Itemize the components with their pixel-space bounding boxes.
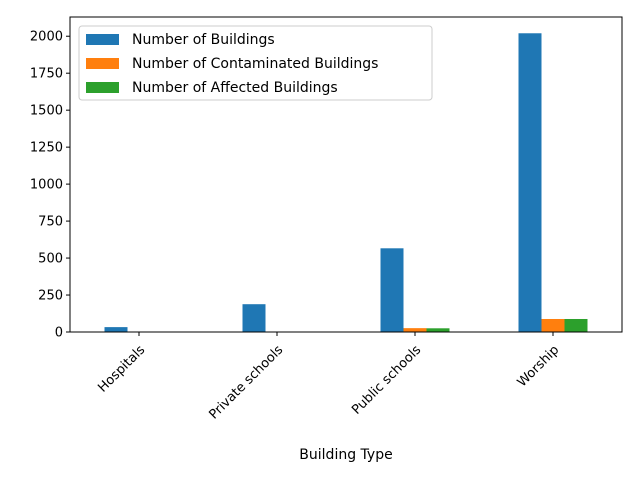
x-tick-label: Private schools <box>206 342 286 422</box>
legend-swatch <box>86 82 119 93</box>
legend-label: Number of Contaminated Buildings <box>132 56 378 72</box>
legend-label: Number of Affected Buildings <box>132 80 338 96</box>
x-axis: Hospitals Private schools Public schools Wo… <box>95 332 562 422</box>
legend: Number of Buildings Number of Contaminate… <box>78 25 433 101</box>
legend-label: Number of Buildings <box>132 32 275 48</box>
x-axis-title: Building Type <box>299 447 392 463</box>
legend-swatch <box>86 58 119 69</box>
bar-1-series-0 <box>242 304 266 332</box>
y-tick-label: 0 <box>55 326 63 341</box>
y-tick-label: 1000 <box>30 178 63 193</box>
y-tick-label: 500 <box>38 252 63 267</box>
bar-3-series-2 <box>564 318 588 332</box>
bar-3-series-1 <box>541 318 565 332</box>
bar-0-series-0 <box>104 327 128 332</box>
x-tick-label: Hospitals <box>95 343 148 396</box>
y-axis: 0 250 500 750 1000 1250 1500 1750 2000 <box>30 30 70 341</box>
x-tick-label: Worship <box>515 343 563 391</box>
bar-2-series-1 <box>403 328 427 332</box>
x-tick-label: Public schools <box>349 342 424 417</box>
y-tick-label: 1750 <box>30 67 63 82</box>
y-tick-label: 250 <box>38 289 63 304</box>
plot-frame <box>69 16 623 333</box>
legend-swatch <box>86 34 119 45</box>
bars-group <box>104 33 588 333</box>
y-tick-label: 1250 <box>30 141 63 156</box>
legend-box <box>78 25 433 101</box>
y-tick-label: 750 <box>38 215 63 230</box>
y-tick-label: 2000 <box>30 30 63 45</box>
bar-2-series-2 <box>426 328 450 332</box>
y-tick-label: 1500 <box>30 104 63 119</box>
bar-3-series-0 <box>518 33 542 333</box>
bar-2-series-0 <box>380 248 404 332</box>
